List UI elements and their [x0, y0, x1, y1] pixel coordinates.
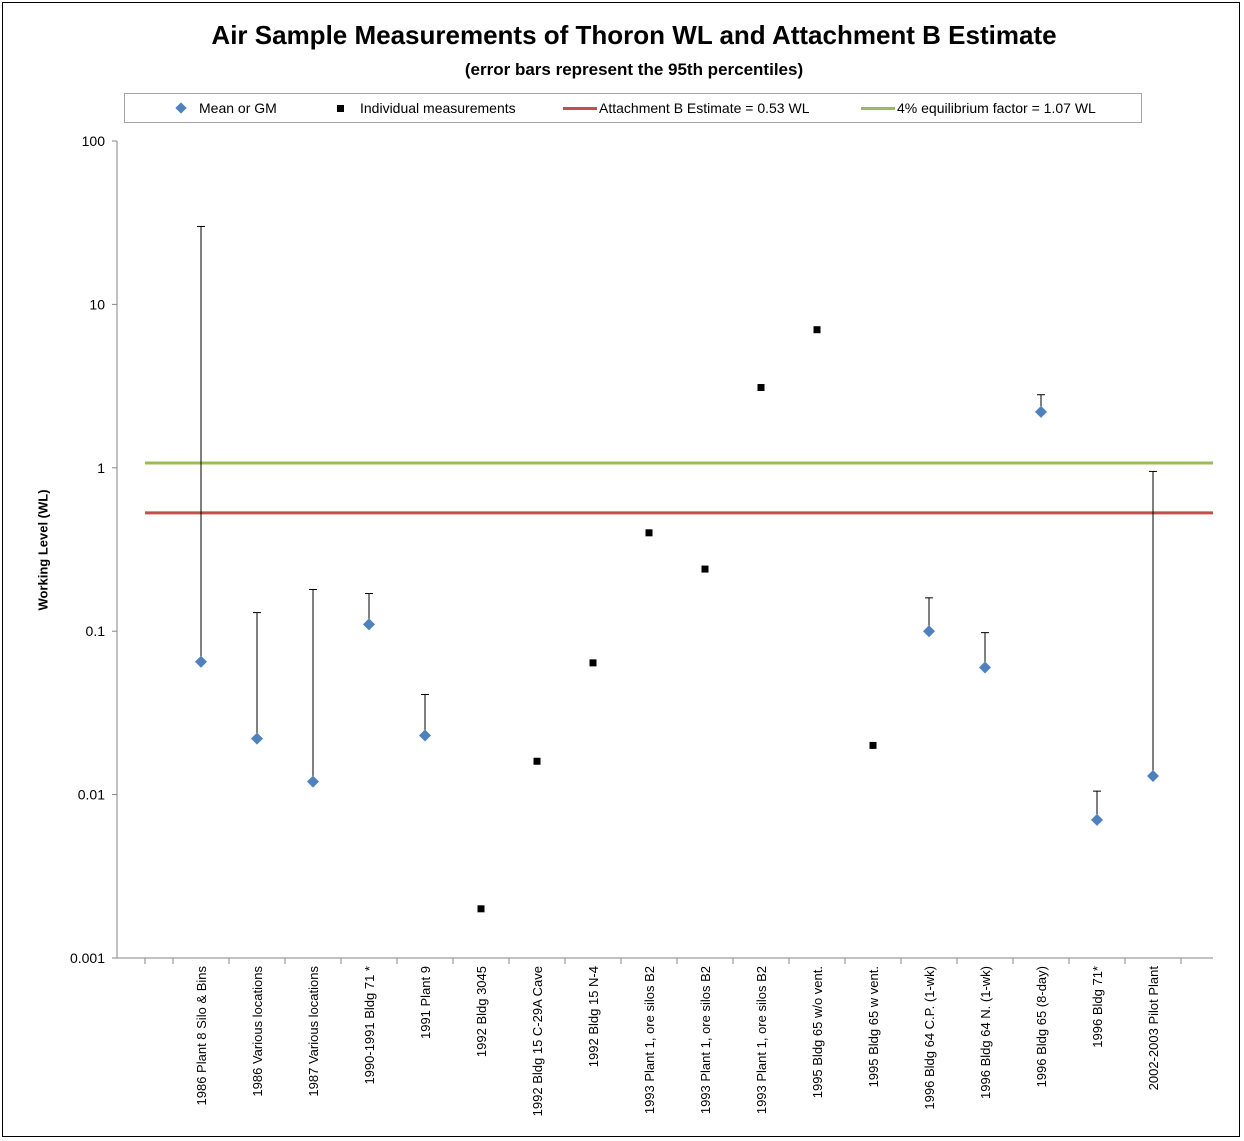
green-line-icon — [861, 106, 895, 110]
individual-square-marker — [589, 659, 597, 667]
mean-diamond-marker — [1147, 769, 1159, 782]
mean-diamond-marker — [923, 625, 935, 638]
x-category-label: 1993 Plant 1, ore silos B2 — [754, 966, 769, 1114]
individual-square-marker — [701, 565, 709, 573]
y-tick-label: 1 — [97, 460, 105, 476]
y-tick-label: 100 — [82, 133, 106, 149]
x-category-label: 1986 Plant 8 Silo & Bins — [194, 966, 209, 1106]
mean-diamond-marker — [1035, 405, 1047, 418]
red-line-icon — [563, 106, 597, 110]
mean-diamond-marker — [1091, 813, 1103, 826]
x-category-label: 1990-1991 Bldg 71 * — [362, 966, 377, 1085]
x-category-label: 1995 Bldg 65 w vent. — [866, 966, 881, 1087]
individual-square-marker — [477, 905, 485, 913]
x-category-label: 1992 Bldg 15 C-29A Cave — [530, 966, 545, 1116]
x-category-label: 1993 Plant 1, ore silos B2 — [698, 966, 713, 1114]
mean-diamond-marker — [419, 729, 431, 742]
x-category-label: 1996 Bldg 64 C.P. (1-wk) — [922, 966, 937, 1110]
y-tick-label: 10 — [89, 296, 105, 312]
individual-square-marker — [757, 384, 765, 392]
x-category-label: 1991 Plant 9 — [418, 966, 433, 1039]
chart-subtitle: (error bars represent the 95th percentil… — [464, 60, 804, 79]
x-category-label: 1992 Bldg 15 N-4 — [586, 966, 601, 1067]
y-tick-label: 0.1 — [86, 623, 106, 639]
mean-diamond-marker — [979, 661, 991, 674]
x-category-label: 1996 Bldg 64 N. (1-wk) — [978, 966, 993, 1099]
legend-item-individual: Individual measurements — [337, 94, 516, 122]
x-category-label: 1987 Various locations — [306, 966, 321, 1097]
mean-diamond-marker — [251, 732, 263, 745]
legend-label: Mean or GM — [199, 100, 277, 116]
individual-square-marker — [869, 741, 877, 749]
x-category-label: 2002-2003 Pilot Plant — [1146, 966, 1161, 1091]
x-category-label: 1992 Bldg 3045 — [474, 966, 489, 1057]
y-tick-label: 0.01 — [78, 787, 105, 803]
x-category-label: 1996 Bldg 65 (8-day) — [1034, 966, 1049, 1087]
x-category-label: 1996 Bldg 71* — [1090, 966, 1105, 1048]
mean-diamond-marker — [363, 618, 375, 631]
mean-diamond-marker — [195, 655, 207, 668]
legend-label: Individual measurements — [360, 100, 516, 116]
legend-item-attachment-b: Attachment B Estimate = 0.53 WL — [563, 94, 810, 122]
y-tick-label: 0.001 — [70, 950, 105, 966]
individual-square-marker — [533, 757, 541, 765]
individual-square-marker — [645, 529, 653, 537]
mean-diamond-marker — [307, 775, 319, 788]
legend-item-mean: Mean or GM — [175, 94, 277, 122]
chart-title: Air Sample Measurements of Thoron WL and… — [211, 20, 1057, 50]
legend-label: Attachment B Estimate = 0.53 WL — [599, 100, 810, 116]
legend-label: 4% equilibrium factor = 1.07 WL — [897, 100, 1096, 116]
x-category-label: 1986 Various locations — [250, 966, 265, 1097]
legend: Mean or GM Individual measurements Attac… — [124, 93, 1142, 123]
x-category-label: 1995 Bldg 65 w/o vent. — [810, 966, 825, 1098]
legend-item-equilibrium: 4% equilibrium factor = 1.07 WL — [861, 94, 1096, 122]
square-marker-icon — [337, 104, 344, 112]
individual-square-marker — [813, 326, 821, 334]
x-category-label: 1993 Plant 1, ore silos B2 — [642, 966, 657, 1114]
